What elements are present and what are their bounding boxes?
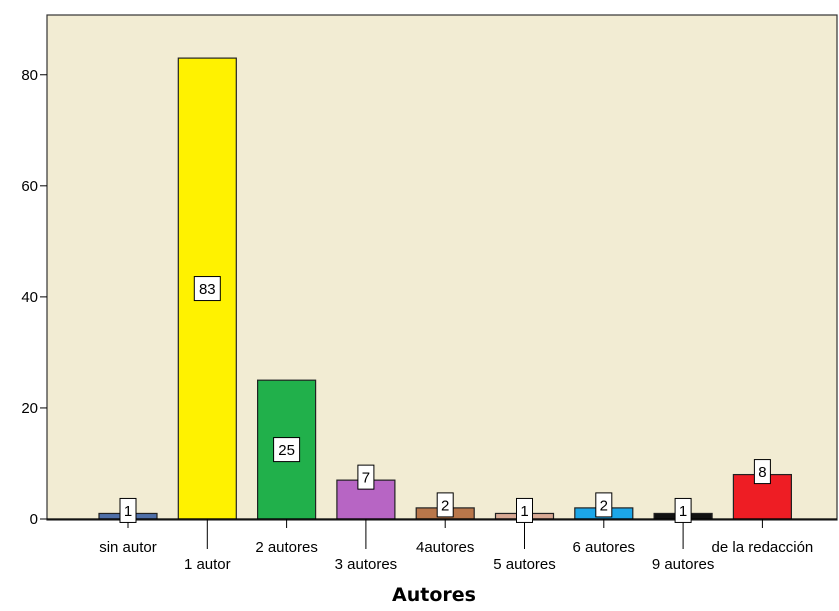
data-label-text: 25: [278, 442, 295, 459]
data-label: 25: [273, 437, 301, 463]
data-label: 1: [119, 497, 137, 523]
x-tick-label: sin autor: [99, 539, 157, 556]
data-label-text: 1: [679, 503, 687, 520]
x-tick-label: 9 autores: [652, 556, 715, 573]
data-label: 7: [357, 464, 375, 490]
x-axis: sin autor 1 autor 2 autores 3 autores 4autor…: [47, 518, 837, 573]
x-tick-label: 4autores: [416, 539, 474, 556]
data-label-box: [119, 497, 137, 523]
data-label-box: [595, 492, 613, 518]
x-axis-title: Autores: [392, 584, 476, 606]
x-tick-label: 6 autores: [573, 539, 636, 556]
plot-area: [46, 14, 838, 521]
data-label: 2: [595, 492, 613, 518]
data-label-box: [273, 437, 301, 463]
data-label-text: 7: [362, 470, 370, 487]
data-label: 1: [516, 497, 533, 523]
data-label-box: [193, 276, 221, 302]
x-tick-label: 3 autores: [335, 556, 398, 573]
data-label-box: [436, 492, 454, 518]
data-label-text: 2: [441, 497, 449, 514]
y-tick-label: 0: [30, 511, 38, 528]
y-tick-label: 20: [21, 400, 38, 417]
y-tick-label: 60: [21, 178, 38, 195]
data-label-box: [516, 497, 533, 523]
data-label-text: 1: [124, 503, 132, 520]
y-tick-label: 80: [21, 67, 38, 84]
x-tick-label: de la redacción: [712, 539, 814, 556]
y-axis: 0 20 40 60 80: [21, 67, 47, 528]
data-label-box: [753, 459, 771, 485]
x-tick-label: 1 autor: [184, 556, 231, 573]
data-label-text: 8: [758, 464, 766, 481]
data-label: 8: [753, 459, 771, 485]
data-label-text: 83: [199, 281, 216, 298]
data-label: 1: [674, 497, 692, 523]
data-label-text: 2: [600, 497, 608, 514]
x-tick-label: 5 autores: [493, 556, 556, 573]
y-tick-label: 40: [21, 289, 38, 306]
data-label-text: 1: [520, 503, 528, 520]
data-label-box: [674, 497, 692, 523]
data-label: 83: [193, 276, 221, 302]
data-labels: 1 83 25 7 2 1 2 1 8: [119, 276, 771, 523]
data-label: 2: [436, 492, 454, 518]
x-tick-label: 2 autores: [255, 539, 318, 556]
data-label-box: [357, 464, 375, 490]
